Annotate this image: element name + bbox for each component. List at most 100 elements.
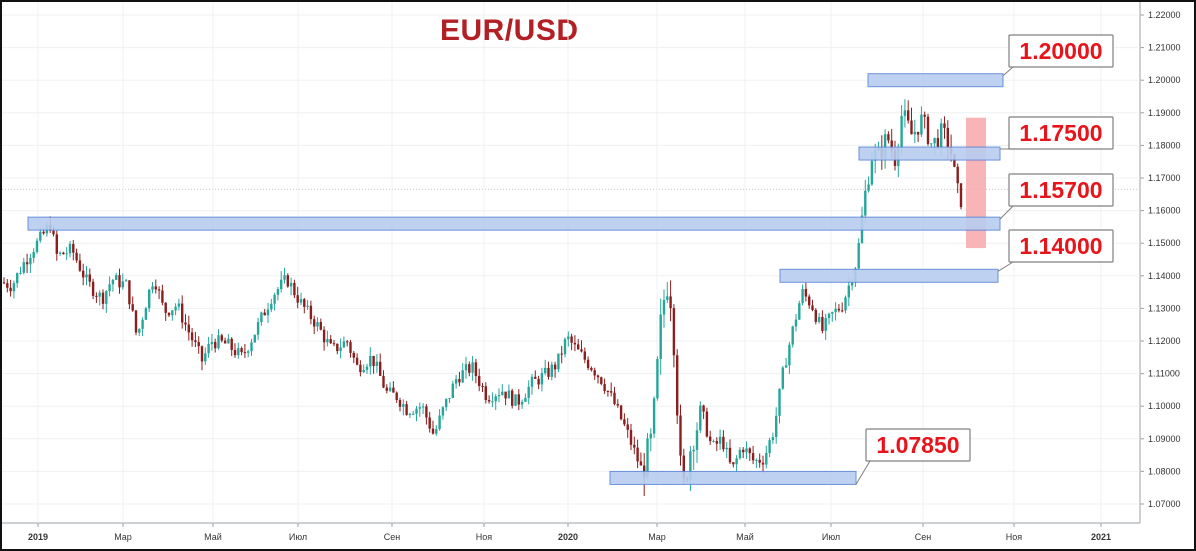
y-tick-label: 1.17000 [1148,173,1181,183]
candle-body [577,344,580,350]
candle-body [32,252,35,258]
candle-body [850,282,854,286]
candle-body [755,459,758,461]
candle-body [474,362,478,376]
candle-body [16,273,19,284]
candle-body [768,440,771,454]
candle-body [732,462,735,465]
candle-body [355,357,359,365]
callout-box [1008,173,1114,207]
candle-body [547,367,550,377]
candle-body [778,388,781,416]
candle-body [22,262,25,273]
candle-body [88,274,91,282]
candle-body [808,296,811,306]
candle-body [837,308,841,311]
candle-body [369,355,372,367]
candle-body [329,339,332,344]
candle-body [728,447,732,463]
candle-body [841,310,844,312]
candle-body [580,349,583,352]
candle-body [266,309,270,316]
candle-body [553,364,557,370]
candle-body [702,405,705,412]
candle-body [718,436,722,444]
candle-body [148,289,151,309]
candle-body [817,316,821,322]
candle-body [207,343,210,354]
candle-body [821,316,824,331]
candle-body [25,262,29,265]
candle-body [662,299,666,315]
candle-body [431,428,435,434]
callout-connector [997,261,1014,272]
candle-body [98,292,101,297]
y-tick-label: 1.20000 [1148,75,1181,85]
candle-body [138,328,141,333]
candle-body [286,275,289,287]
y-tick-label: 1.08000 [1148,466,1181,476]
candle-body [784,365,788,368]
candle-body [448,397,451,399]
candle-body [418,407,421,409]
candle-body [55,234,58,254]
candle-body [487,400,491,402]
callout-box [1008,116,1114,150]
candle-body [464,364,468,371]
y-tick-label: 1.22000 [1148,10,1181,20]
candle-body [751,453,755,461]
candle-body [827,313,831,319]
candle-body [375,361,379,366]
candle-body [438,415,441,430]
candle-body [214,342,217,349]
candle-body [313,319,316,327]
candle-body [735,458,738,465]
candle-body [527,386,530,398]
candle-body [501,391,504,396]
candle-body [316,322,319,327]
candle-body [441,407,445,416]
y-tick-label: 1.21000 [1148,43,1181,53]
candle-body [761,462,765,465]
candle-body [520,401,524,405]
candle-body [2,282,6,284]
candle-body [392,387,395,393]
candle-body [362,369,365,373]
candle-body [550,364,553,377]
candle-body [504,391,507,399]
candle-body [926,116,930,144]
candle-body [359,364,362,373]
candle-body [303,299,306,307]
x-tick-label: Июл [822,532,840,542]
candle-body [111,279,115,285]
candle-body [682,455,685,479]
candle-body [695,430,699,450]
candle-body [194,340,197,343]
candle-body [428,417,431,429]
candle-body [289,282,293,287]
candle-body [484,386,487,401]
candle-body [801,288,804,304]
candle-body [260,312,263,323]
candle-body [115,275,118,280]
candle-body [263,312,266,316]
candle-body [936,137,940,148]
candle-body [72,243,75,253]
x-tick-label: Мар [648,532,666,542]
candle-body [715,440,718,444]
candle-body [405,404,408,415]
candle-body [167,312,171,316]
candle-body [365,366,369,370]
candle-body [920,114,923,135]
candle-body [402,404,405,407]
y-tick-label: 1.11000 [1148,369,1180,379]
candle-body [121,281,124,288]
x-tick-label: Ноя [476,532,493,542]
candle-body [379,361,382,376]
candle-body [42,231,45,234]
candle-body [280,279,283,290]
candle-body [560,353,563,355]
candle-body [306,305,309,307]
candle-body [887,134,890,141]
candle-body [788,344,791,366]
